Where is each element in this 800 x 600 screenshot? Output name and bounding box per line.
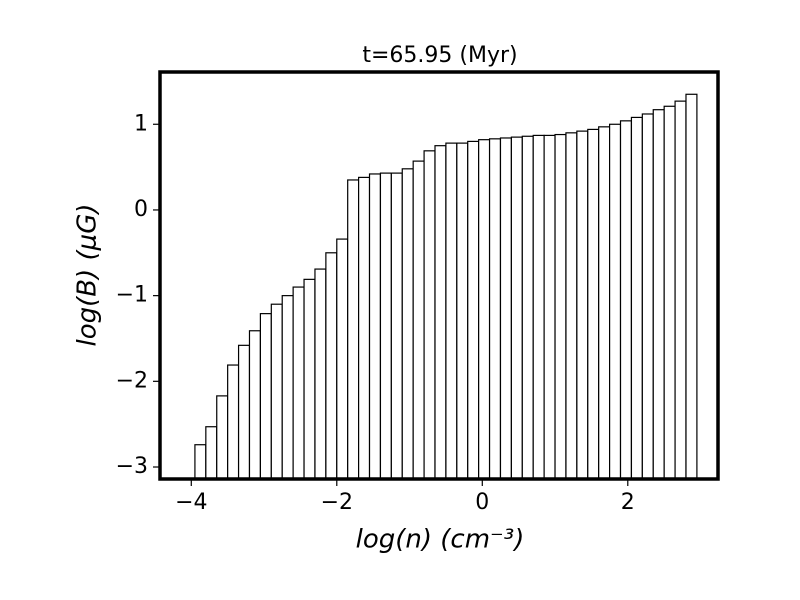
x-tick-label: −4 xyxy=(175,490,207,515)
bar xyxy=(456,142,469,480)
bar xyxy=(598,126,611,480)
bar xyxy=(565,132,578,480)
bar xyxy=(412,160,425,480)
bar xyxy=(674,100,687,480)
x-tick-label: 0 xyxy=(475,490,489,515)
bar xyxy=(336,238,349,480)
bar xyxy=(292,286,305,480)
bar xyxy=(587,128,600,480)
bar xyxy=(216,395,229,480)
bar xyxy=(358,176,371,480)
bar xyxy=(248,330,261,480)
bar xyxy=(423,150,436,480)
bar xyxy=(434,145,447,480)
x-axis-label: log(n) (cm⁻³) xyxy=(356,525,525,555)
chart-title: t=65.95 (Myr) xyxy=(362,43,517,68)
bar xyxy=(576,130,589,480)
y-tick-label: 0 xyxy=(134,197,148,222)
bar xyxy=(499,137,512,480)
y-axis-label: log(B) (μG) xyxy=(73,204,103,347)
bar xyxy=(314,268,327,480)
bar xyxy=(532,134,545,480)
bar xyxy=(619,120,633,480)
bar xyxy=(368,173,382,480)
bar xyxy=(652,109,665,480)
y-tick-label: −2 xyxy=(116,368,148,393)
y-tick-label: −1 xyxy=(116,283,148,308)
bar xyxy=(281,295,294,480)
bar xyxy=(521,135,534,480)
bar xyxy=(325,252,338,480)
bar xyxy=(270,303,283,480)
bar xyxy=(347,179,360,480)
y-tick-label: −3 xyxy=(116,454,148,479)
bar xyxy=(478,139,491,480)
bar xyxy=(685,93,698,480)
bar xyxy=(390,172,403,480)
bar xyxy=(663,105,676,480)
bar xyxy=(543,134,556,480)
bar xyxy=(237,344,251,480)
bar xyxy=(401,168,414,480)
bar xyxy=(303,278,316,480)
bar xyxy=(630,116,643,480)
bar xyxy=(609,123,622,480)
bar xyxy=(467,140,480,480)
bar xyxy=(194,444,207,480)
plot-frame xyxy=(158,70,720,481)
bar xyxy=(379,172,392,480)
bar xyxy=(227,364,240,480)
y-tick-label: 1 xyxy=(134,111,148,136)
bar xyxy=(554,133,567,480)
bar xyxy=(205,426,218,480)
x-tick-label: 2 xyxy=(621,490,635,515)
bar xyxy=(259,313,272,480)
bar xyxy=(488,138,502,480)
x-tick-label: −2 xyxy=(321,490,353,515)
bar xyxy=(445,142,458,480)
bar xyxy=(510,136,523,480)
bar xyxy=(641,113,654,480)
